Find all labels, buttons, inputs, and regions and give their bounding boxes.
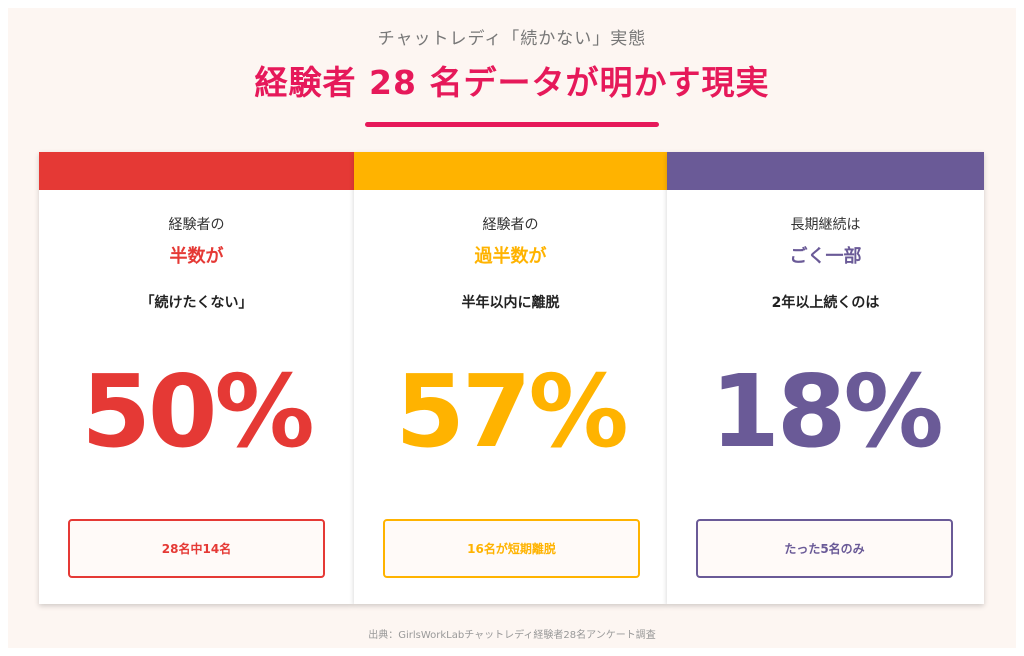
card-note-box: たった5名のみ — [696, 519, 953, 578]
card-note-box: 16名が短期離脱 — [383, 519, 640, 578]
card-note-box: 28名中14名 — [68, 519, 325, 578]
stat-card-3: 長期継続は ごく一部 2年以上続くのは 18% たった5名のみ — [667, 152, 984, 604]
stat-cards: 経験者の 半数が 「続けたくない」 50% 28名中14名 経験者の 過半数が … — [39, 152, 984, 604]
card-highlight-text: ごく一部 — [789, 246, 862, 267]
card-color-bar — [39, 152, 354, 190]
source-footnote: 出典：GirlsWorkLabチャットレディ経験者28名アンケート調査 — [368, 630, 656, 641]
card-color-bar — [354, 152, 667, 190]
card-percentage: 18% — [710, 353, 943, 470]
card-percentage: 57% — [395, 353, 628, 470]
stat-card-1: 経験者の 半数が 「続けたくない」 50% 28名中14名 — [39, 152, 354, 604]
card-description: 「続けたくない」 — [140, 295, 253, 311]
card-color-bar — [667, 152, 984, 190]
card-lead-text: 長期継続は — [790, 217, 861, 233]
card-description: 2年以上続くのは — [771, 295, 880, 311]
card-description: 半年以内に離脱 — [461, 295, 560, 311]
card-lead-text: 経験者の — [168, 217, 225, 233]
card-highlight-text: 半数が — [169, 246, 224, 267]
title-underline — [365, 122, 659, 127]
card-percentage: 50% — [81, 353, 314, 470]
card-highlight-text: 過半数が — [474, 246, 547, 267]
page-subtitle: チャットレディ「続かない」実態 — [377, 29, 647, 49]
card-lead-text: 経験者の — [482, 217, 539, 233]
page-title: 経験者 28 名データが明かす現実 — [254, 63, 770, 102]
stat-card-2: 経験者の 過半数が 半年以内に離脱 57% 16名が短期離脱 — [354, 152, 667, 604]
